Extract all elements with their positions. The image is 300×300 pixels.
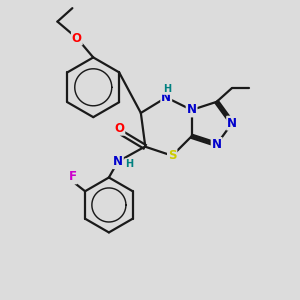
Text: O: O <box>72 32 82 44</box>
Text: N: N <box>227 117 237 130</box>
Text: H: H <box>163 84 171 94</box>
Text: N: N <box>187 103 196 116</box>
Text: O: O <box>114 122 124 135</box>
Text: N: N <box>212 138 222 151</box>
Text: H: H <box>125 159 133 169</box>
Text: N: N <box>161 91 171 104</box>
Text: N: N <box>113 155 123 168</box>
Text: F: F <box>69 170 76 183</box>
Text: S: S <box>168 149 176 162</box>
